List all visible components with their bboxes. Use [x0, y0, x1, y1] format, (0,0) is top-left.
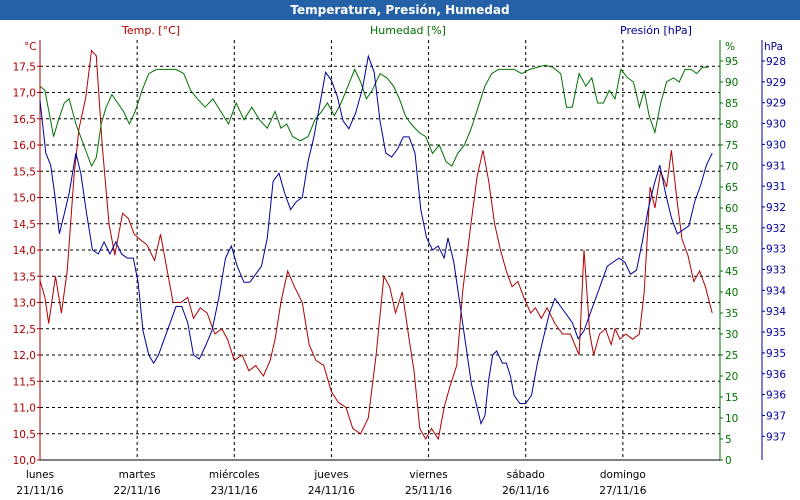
chart-title-bar: Temperatura, Presión, Humedad	[0, 0, 800, 20]
pressure-tick-label: 934	[766, 306, 786, 318]
pressure-tick-label: 933	[766, 265, 786, 277]
pressure-tick-label: 935	[766, 348, 786, 360]
humidity-tick-label: 60	[725, 203, 738, 215]
humidity-tick-label: 25	[725, 350, 738, 362]
humidity-tick-label: 30	[725, 329, 738, 341]
temp-axis-unit: °C	[24, 41, 37, 53]
x-tick-date: 27/11/16	[599, 485, 646, 497]
x-tick-date: 26/11/16	[502, 485, 549, 497]
x-tick-day: miércoles	[209, 469, 260, 481]
humidity-tick-label: 10	[725, 413, 738, 425]
x-tick-date: 22/11/16	[114, 485, 161, 497]
x-tick-day: domingo	[600, 469, 646, 481]
pressure-tick-label: 934	[766, 285, 786, 297]
x-tick-date: 21/11/16	[16, 485, 63, 497]
temp-tick-label: 13,0	[13, 298, 36, 310]
temp-tick-label: 12,5	[13, 324, 36, 336]
humidity-tick-label: 95	[725, 56, 738, 68]
temp-tick-label: 14,5	[13, 219, 36, 231]
pressure-tick-label: 930	[766, 139, 786, 151]
pressure-tick-label: 928	[766, 56, 786, 68]
temp-tick-label: 15,0	[13, 193, 36, 205]
humidity-series-line	[39, 64, 709, 168]
pressure-tick-label: 932	[766, 202, 786, 214]
humidity-tick-label: 5	[725, 434, 732, 446]
humidity-tick-label: 45	[725, 266, 738, 278]
humidity-tick-label: 85	[725, 98, 738, 110]
pressure-tick-label: 936	[766, 390, 786, 402]
x-tick-date: 23/11/16	[211, 485, 258, 497]
legend-humidity: Humedad [%]	[370, 24, 446, 37]
x-tick-date: 24/11/16	[308, 485, 355, 497]
humidity-tick-label: 55	[725, 224, 738, 236]
temp-tick-label: 13,5	[13, 271, 36, 283]
humidity-tick-label: 50	[725, 245, 738, 257]
temp-tick-label: 11,5	[13, 376, 36, 388]
temp-tick-label: 12,0	[13, 350, 36, 362]
humidity-tick-label: 75	[725, 140, 738, 152]
x-tick-day: jueves	[313, 469, 348, 481]
humidity-tick-label: 65	[725, 182, 738, 194]
pressure-tick-label: 937	[766, 431, 786, 443]
pressure-tick-label: 935	[766, 327, 786, 339]
pressure-tick-label: 933	[766, 244, 786, 256]
humidity-tick-label: 90	[725, 77, 738, 89]
pressure-tick-label: 930	[766, 119, 786, 131]
temp-tick-label: 15,5	[13, 166, 36, 178]
humidity-tick-label: 35	[725, 308, 738, 320]
x-tick-date: 25/11/16	[405, 485, 452, 497]
chart-title: Temperatura, Presión, Humedad	[290, 3, 510, 17]
pressure-tick-label: 929	[766, 98, 786, 110]
humidity-tick-label: 0	[725, 455, 732, 467]
humidity-tick-label: 20	[725, 371, 738, 383]
temp-tick-label: 16,0	[13, 140, 36, 152]
pressure-tick-label: 936	[766, 369, 786, 381]
pressure-tick-label: 932	[766, 223, 786, 235]
pressure-series-line	[39, 54, 713, 426]
legend-pressure: Presión [hPa]	[620, 24, 692, 37]
x-tick-day: viernes	[409, 469, 447, 481]
x-tick-day: sábado	[507, 469, 545, 481]
humidity-tick-label: 15	[725, 392, 738, 404]
humidity-tick-label: 70	[725, 161, 738, 173]
pressure-tick-label: 931	[766, 160, 786, 172]
humidity-tick-label: 40	[725, 287, 738, 299]
pressure-tick-label: 937	[766, 410, 786, 422]
humidity-axis-unit: %	[725, 41, 735, 53]
temp-tick-label: 14,0	[13, 245, 36, 257]
humidity-tick-label: 80	[725, 119, 738, 131]
x-tick-day: lunes	[26, 469, 54, 481]
temp-tick-label: 17,0	[13, 88, 36, 100]
legend-temp: Temp. [°C]	[122, 24, 181, 37]
pressure-tick-label: 931	[766, 181, 786, 193]
temp-tick-label: 17,5	[13, 61, 36, 73]
pressure-axis-unit: hPa	[764, 41, 783, 53]
pressure-tick-label: 929	[766, 77, 786, 89]
temp-tick-label: 10,0	[13, 455, 36, 467]
temp-tick-label: 16,5	[13, 114, 36, 126]
temp-tick-label: 10,5	[13, 429, 36, 441]
temperature-series-line	[39, 49, 713, 441]
x-tick-day: martes	[119, 469, 156, 481]
temp-tick-label: 11,0	[13, 403, 36, 415]
